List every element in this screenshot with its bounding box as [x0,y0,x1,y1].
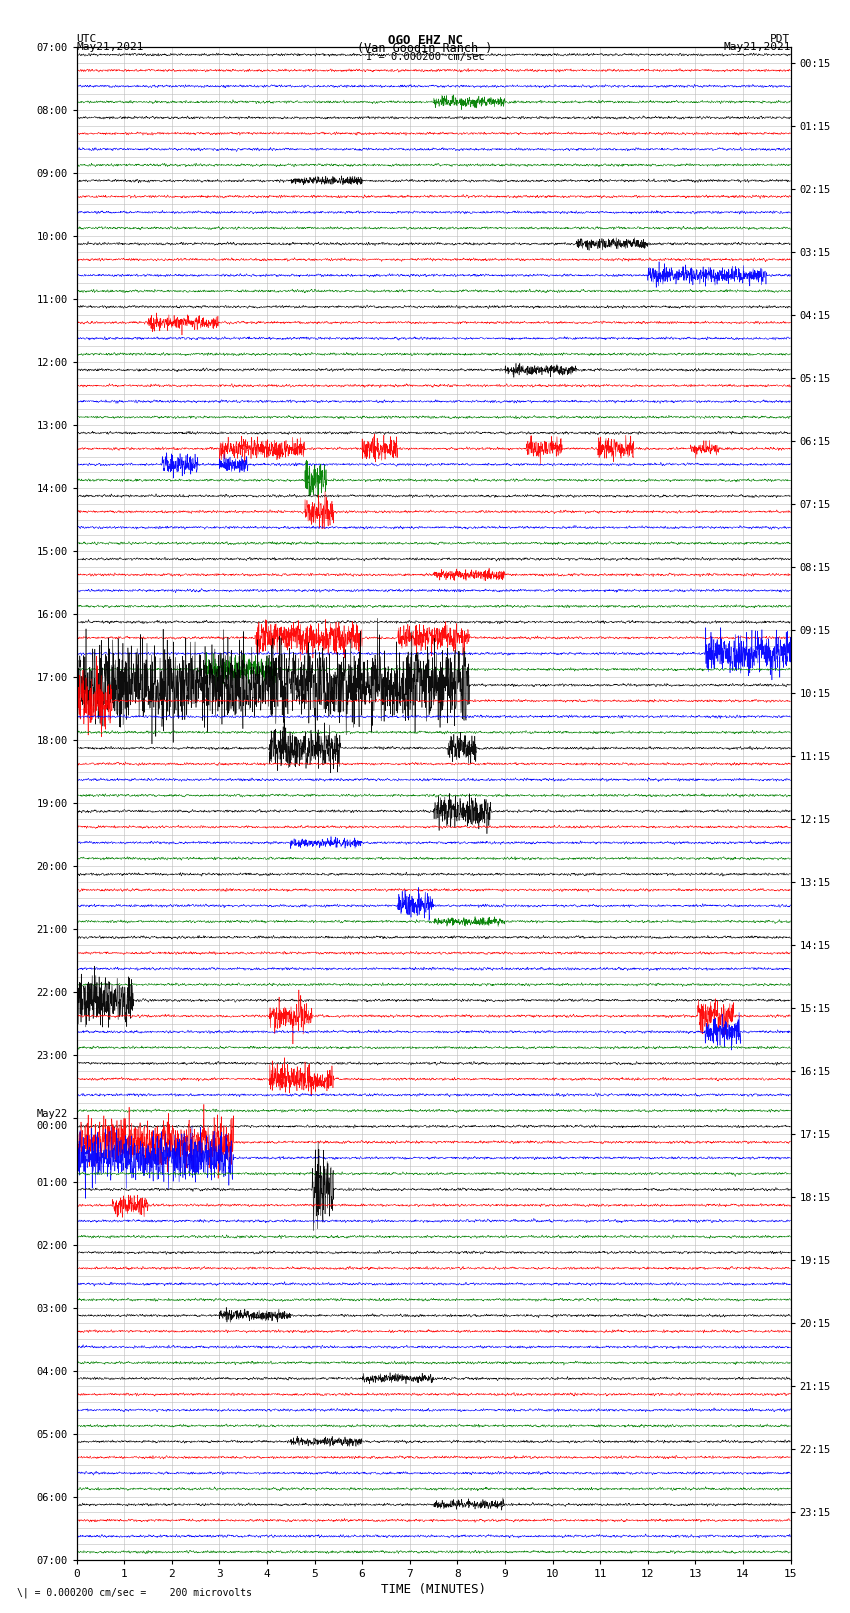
Text: \| = 0.000200 cm/sec =    200 microvolts: \| = 0.000200 cm/sec = 200 microvolts [17,1587,252,1598]
Text: May21,2021: May21,2021 [723,42,791,52]
Text: PDT: PDT [770,34,790,44]
Text: I = 0.000200 cm/sec: I = 0.000200 cm/sec [366,52,484,61]
X-axis label: TIME (MINUTES): TIME (MINUTES) [381,1582,486,1595]
Text: May21,2021: May21,2021 [76,42,144,52]
Text: UTC: UTC [76,34,97,44]
Text: OGO EHZ NC: OGO EHZ NC [388,34,462,47]
Text: (Van Goodin Ranch ): (Van Goodin Ranch ) [357,42,493,55]
